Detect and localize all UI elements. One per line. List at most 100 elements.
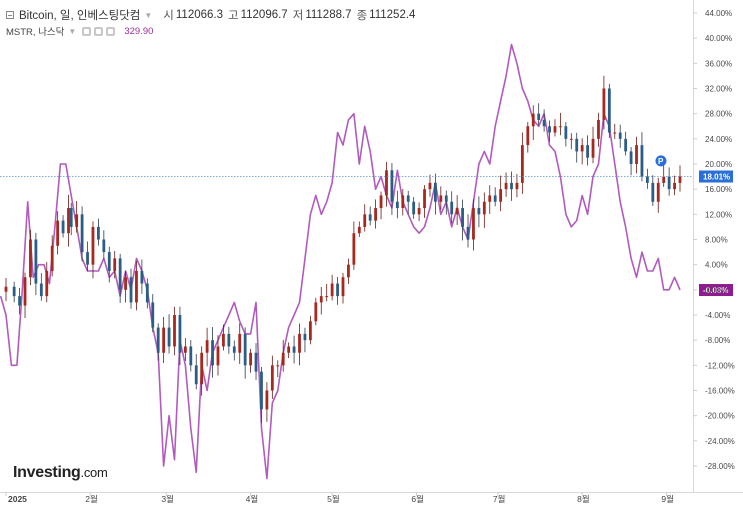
overlay-layer: P 18.01% -0.03% [0, 155, 733, 297]
bitcoin-candle-body [613, 132, 617, 134]
bitcoin-candle-body [34, 239, 38, 284]
bitcoin-candle-body [347, 264, 350, 278]
symbol-label[interactable]: Bitcoin, 일, 인베스팅닷컴 [19, 10, 141, 22]
bitcoin-candle-body [564, 126, 568, 139]
bitcoin-candle-body [23, 277, 27, 306]
bitcoin-candle-body [86, 252, 89, 265]
bitcoin-candle-body [444, 195, 448, 202]
bitcoin-candle-body [281, 352, 285, 366]
bitcoin-candle-body [428, 182, 432, 190]
p-marker-icon [655, 155, 667, 167]
bitcoin-candle-body [61, 220, 65, 234]
chevron-down-icon[interactable]: ▼ [68, 26, 77, 36]
bitcoin-candle-body [69, 208, 73, 227]
bitcoin-candle-body [580, 145, 584, 152]
ohlc-close-key: 종 [356, 10, 368, 22]
bitcoin-candle-body [352, 233, 356, 265]
bitcoin-candle-body [183, 346, 187, 353]
logo-suffix: .com [80, 465, 108, 480]
bitcoin-candle-body [145, 283, 149, 303]
bitcoin-candle-body [439, 195, 443, 202]
bitcoin-candle-body [477, 208, 481, 215]
x-tick-label: 6월 [411, 494, 424, 504]
bitcoin-candle-body [385, 170, 388, 196]
x-axis: 2025 2월 3월 4월 5월 6월 7월 8월 9월 [5, 492, 674, 504]
bitcoin-candle-body [450, 201, 454, 215]
bitcoin-candle-body [249, 352, 252, 366]
bitcoin-candle-body [162, 327, 166, 353]
bitcoin-candle-body [173, 315, 176, 347]
bitcoin-candle-body [205, 340, 209, 353]
bitcoin-candle-body [417, 208, 421, 215]
bitcoin-candle-body [548, 126, 551, 133]
bitcoin-candle-body [412, 201, 416, 215]
bitcoin-candle-body [56, 220, 60, 246]
mstr-last-badge-bg [699, 284, 733, 297]
bitcoin-candle-body [308, 321, 312, 341]
y-tick-label: 24.00% [705, 135, 732, 144]
bitcoin-candle-body [520, 145, 524, 183]
bitcoin-candle-body [434, 182, 437, 202]
bitcoin-candle-body [504, 182, 508, 190]
y-tick-label: 4.00% [705, 261, 728, 270]
bitcoin-candle-body [67, 208, 70, 234]
x-tick-label: 9월 [661, 494, 674, 504]
bitcoin-candle-body [167, 327, 171, 347]
bitcoin-candle-body [390, 170, 394, 202]
ohlc-high-value: 112096.7 [240, 9, 288, 21]
bitcoin-candle-body [542, 119, 546, 127]
y-tick-label: -8.00% [705, 336, 730, 345]
bitcoin-candle-body [662, 176, 666, 183]
ohlc-high-key: 고 [228, 10, 239, 22]
legend-compare: MSTR, 나스닥 ▼ 329.90 [6, 24, 153, 39]
bitcoin-candle-body [559, 126, 562, 128]
bitcoin-candle-body [401, 195, 405, 209]
bitcoin-candle-body [211, 340, 214, 366]
bitcoin-candle-body [303, 333, 307, 341]
bitcoin-candle-body [597, 119, 600, 139]
bitcoin-candle-body [357, 226, 361, 234]
bitcoin-last-badge-label: 18.01% [703, 173, 730, 182]
bitcoin-candle-body [243, 333, 247, 366]
bitcoin-candle-body [526, 126, 530, 146]
bitcoin-candle-body [232, 346, 236, 353]
bitcoin-candle-body [50, 245, 54, 271]
bitcoin-candle-body [135, 270, 138, 303]
bitcoin-candle-body [618, 132, 622, 139]
bitcoin-candle-body [12, 286, 16, 297]
mstr-last-badge-label: -0.03% [703, 286, 728, 295]
bitcoin-candle-body [515, 182, 519, 190]
bitcoin-candle-body [656, 182, 660, 202]
bitcoin-candle-body [227, 333, 231, 347]
settings-icon[interactable] [82, 26, 92, 36]
bitcoin-candle-body [260, 371, 263, 410]
ohlc-low-key: 저 [292, 10, 304, 22]
bitcoin-candle-body [140, 270, 144, 284]
bitcoin-candle-body [194, 365, 198, 385]
x-tick-label: 2월 [85, 494, 98, 504]
grid-layer [0, 0, 743, 493]
bitcoin-candle-body [319, 296, 323, 303]
y-tick-label: 28.00% [705, 110, 732, 119]
bitcoin-candle-body [602, 88, 606, 120]
bitcoin-candle-body [254, 352, 258, 372]
collapse-icon[interactable] [6, 11, 14, 19]
remove-icon[interactable] [106, 26, 116, 36]
chevron-down-icon[interactable]: ▼ [144, 10, 153, 20]
bitcoin-candle-body [156, 327, 160, 353]
x-tick-label: 7월 [493, 494, 506, 504]
bitcoin-candle-body [216, 346, 220, 366]
investing-logo: Investing.com [13, 464, 108, 482]
bitcoin-candle-body [635, 145, 638, 164]
bitcoin-candle-body [575, 138, 579, 152]
y-tick-label: 44.00% [705, 9, 732, 18]
bitcoin-candle-body [379, 195, 383, 209]
bitcoin-candle-body [607, 88, 611, 133]
y-tick-label: -4.00% [705, 311, 730, 320]
bitcoin-candle-body [129, 277, 133, 303]
ohlc-close-value: 111252.4 [369, 9, 416, 21]
visibility-icon[interactable] [94, 26, 104, 36]
compare-symbol-label[interactable]: MSTR, 나스닥 [6, 27, 65, 38]
